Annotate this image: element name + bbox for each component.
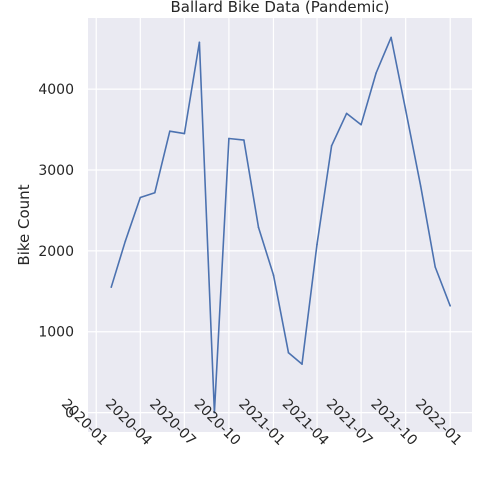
data-point (360, 124, 362, 126)
chart-title: Ballard Bike Data (Pandemic) (171, 0, 390, 16)
y-axis-label: Bike Count (15, 184, 33, 265)
data-point (228, 138, 230, 140)
data-point (316, 244, 318, 246)
data-point (273, 274, 275, 276)
y-tick-label: 0 (65, 406, 74, 422)
data-point (301, 363, 303, 365)
y-tick-label: 4000 (38, 82, 74, 98)
data-point (405, 109, 407, 111)
y-tick-label: 1000 (38, 325, 74, 341)
data-point (449, 305, 451, 307)
plot-area (88, 18, 472, 432)
data-point (258, 227, 260, 229)
data-point (154, 192, 156, 194)
y-tick-label: 2000 (38, 244, 74, 260)
data-point (243, 139, 245, 141)
data-point (199, 41, 201, 43)
data-point (420, 185, 422, 187)
data-point (331, 145, 333, 147)
data-point (184, 133, 186, 135)
y-tick-labels: 0 1000 2000 3000 4000 (38, 82, 74, 421)
data-point (124, 240, 126, 242)
data-point (346, 113, 348, 115)
data-point (390, 37, 392, 39)
data-point (288, 352, 290, 354)
data-point (110, 286, 112, 288)
data-point (169, 130, 171, 132)
data-point (139, 197, 141, 199)
y-tick-label: 3000 (38, 163, 74, 179)
data-point (375, 72, 377, 74)
data-point (434, 266, 436, 268)
